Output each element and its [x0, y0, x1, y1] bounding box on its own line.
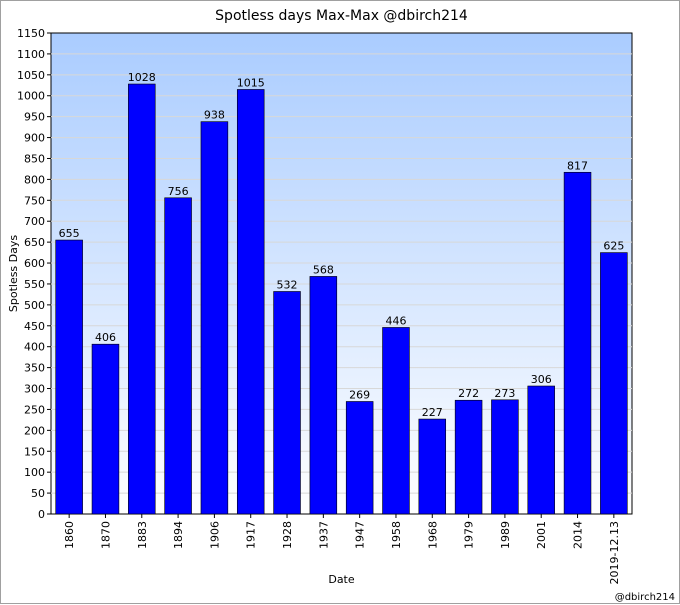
x-tick-label: 1917	[245, 521, 258, 549]
x-tick-label: 1906	[208, 521, 221, 549]
y-tick-label: 550	[24, 278, 45, 291]
y-tick-label: 100	[24, 466, 45, 479]
bar-value-label: 1028	[128, 71, 156, 84]
x-tick-label: 1894	[172, 521, 185, 549]
x-tick-label: 1860	[63, 521, 76, 549]
bar	[55, 239, 83, 515]
y-tick-label: 400	[24, 341, 45, 354]
bar	[563, 171, 592, 515]
y-tick-label: 450	[24, 320, 45, 333]
x-tick-label: 1937	[317, 521, 330, 549]
bar	[382, 327, 410, 515]
y-axis-title: Spotless Days	[7, 235, 20, 313]
bar	[309, 276, 338, 515]
y-tick-label: 500	[24, 299, 45, 312]
bar-value-label: 756	[168, 185, 189, 198]
y-tick-label: 850	[24, 152, 45, 165]
bar	[418, 418, 447, 515]
x-tick-label: 1958	[390, 521, 403, 549]
x-tick-label: 1968	[426, 521, 439, 549]
bar	[600, 252, 628, 515]
bar	[454, 399, 483, 515]
bar	[236, 89, 265, 515]
y-tick-label: 1150	[17, 27, 45, 40]
y-tick-label: 50	[31, 487, 45, 500]
x-tick-label: 1883	[136, 521, 149, 549]
bar-value-label: 625	[603, 240, 624, 253]
bar-value-label: 273	[494, 387, 515, 400]
y-tick-label: 800	[24, 173, 45, 186]
bar	[527, 385, 555, 515]
x-tick-label: 1870	[99, 521, 112, 549]
bar-value-label: 306	[531, 373, 552, 386]
bar-value-label: 446	[385, 314, 406, 327]
y-tick-label: 300	[24, 383, 45, 396]
y-tick-label: 600	[24, 257, 45, 270]
y-tick-label: 250	[24, 403, 45, 416]
bar-value-label: 938	[204, 109, 225, 122]
credit-label: @dbirch214	[615, 592, 675, 603]
y-tick-label: 650	[24, 236, 45, 249]
bar	[128, 83, 156, 515]
y-tick-label: 1050	[17, 69, 45, 82]
bar-value-label: 655	[59, 227, 80, 240]
x-tick-label: 2001	[535, 521, 548, 549]
bar-value-label: 532	[277, 278, 298, 291]
bar-value-label: 272	[458, 387, 479, 400]
x-tick-label: 1947	[354, 521, 367, 549]
bar-value-label: 227	[422, 406, 443, 419]
x-tick-label: 1928	[281, 521, 294, 549]
x-tick-label: 1979	[463, 521, 476, 549]
bar	[91, 343, 120, 515]
y-tick-label: 700	[24, 215, 45, 228]
bar	[491, 399, 519, 515]
bar	[345, 401, 374, 515]
y-axis-ticks: 0 50 100 150 200 250 300 350 400 450 500 550 600 650 7…	[17, 27, 51, 521]
x-tick-label: 2019-12.13	[608, 521, 621, 584]
y-tick-label: 900	[24, 132, 45, 145]
bar-value-label: 269	[349, 388, 370, 401]
bar-value-label: 406	[95, 331, 116, 344]
y-tick-label: 0	[38, 508, 45, 521]
bar-value-label: 817	[567, 159, 588, 172]
y-tick-label: 1000	[17, 90, 45, 103]
y-tick-label: 150	[24, 445, 45, 458]
x-tick-label: 2014	[572, 521, 585, 549]
x-axis-title: Date	[328, 573, 355, 586]
chart-title: Spotless days Max-Max @dbirch214	[215, 8, 468, 24]
bar	[164, 197, 192, 515]
x-axis-ticks: 1860 1870 1883 1894 1906 1917 1928 1937 1947 1958…	[63, 514, 621, 584]
y-tick-label: 950	[24, 111, 45, 124]
y-tick-label: 350	[24, 362, 45, 375]
bar-value-label: 568	[313, 263, 334, 276]
y-tick-label: 200	[24, 424, 45, 437]
y-tick-label: 1100	[17, 48, 45, 61]
y-tick-label: 750	[24, 194, 45, 207]
bar	[200, 121, 229, 515]
bars: 655 406 1028 756 938 1015 532 568 269 446 227 272 27…	[55, 71, 628, 515]
bar	[273, 291, 301, 515]
x-tick-label: 1989	[499, 521, 512, 549]
bar-value-label: 1015	[237, 76, 265, 89]
